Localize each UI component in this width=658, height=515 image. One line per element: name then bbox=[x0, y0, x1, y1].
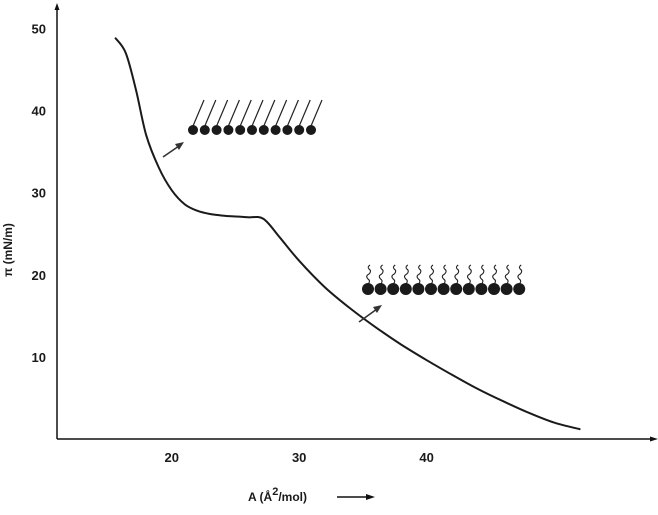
expanded-molecules-diagram bbox=[362, 264, 526, 295]
molecule-head bbox=[199, 125, 210, 135]
molecule-head bbox=[399, 283, 412, 295]
y-tick-label: 30 bbox=[32, 186, 46, 201]
x-tick-label: 20 bbox=[164, 450, 178, 465]
x-axis-label-arrow bbox=[337, 494, 375, 500]
molecule-tail bbox=[378, 264, 384, 285]
condensed-molecules-diagram bbox=[188, 99, 323, 135]
molecule-tail bbox=[517, 264, 523, 285]
molecule-tail bbox=[275, 99, 288, 127]
molecule-head bbox=[223, 125, 234, 135]
x-tick-label: 40 bbox=[419, 450, 433, 465]
y-tick-labels: 10 20 30 40 50 bbox=[32, 21, 46, 364]
isotherm-series-line bbox=[114, 37, 581, 431]
molecule-tail bbox=[216, 99, 229, 127]
x-axis-label-suffix: /mol) bbox=[278, 490, 307, 504]
y-axis-label: π (mN/m) bbox=[1, 223, 15, 277]
molecule-tail bbox=[479, 264, 485, 285]
molecule-head bbox=[488, 283, 500, 295]
molecule-tail bbox=[429, 264, 435, 285]
molecule-head bbox=[188, 125, 198, 135]
y-tick-label: 20 bbox=[32, 268, 46, 283]
molecule-tail bbox=[454, 264, 460, 285]
molecule-tail bbox=[286, 99, 299, 127]
x-tick-labels: 20 30 40 bbox=[164, 450, 433, 465]
molecule-tail bbox=[298, 99, 311, 127]
molecule-tail bbox=[310, 99, 323, 127]
molecule-head bbox=[247, 125, 257, 135]
y-tick-label: 40 bbox=[32, 104, 46, 119]
x-axis-label-prefix: A (Å bbox=[248, 489, 273, 504]
molecule-tail bbox=[251, 99, 264, 127]
molecule-head bbox=[258, 125, 269, 135]
molecule-head bbox=[500, 283, 513, 295]
molecule-head bbox=[513, 283, 526, 295]
molecule-tail bbox=[239, 99, 252, 127]
y-tick-label: 50 bbox=[32, 21, 46, 36]
x-axis-arrowhead bbox=[650, 436, 658, 442]
molecule-tail bbox=[227, 99, 240, 127]
y-tick-label: 10 bbox=[32, 350, 46, 365]
molecule-head bbox=[475, 283, 488, 295]
y-axis-arrowhead bbox=[54, 3, 60, 10]
molecule-head bbox=[211, 125, 222, 135]
molecule-head bbox=[306, 125, 316, 135]
molecule-tail bbox=[263, 99, 276, 127]
condensed-arrow bbox=[162, 142, 184, 158]
x-axis-label-superscript: 2 bbox=[272, 486, 278, 498]
molecule-head bbox=[412, 283, 425, 295]
molecule-head bbox=[437, 283, 450, 295]
x-axis-label: A (Å2/mol) bbox=[248, 486, 307, 504]
molecule-tail bbox=[403, 264, 409, 285]
molecule-tail bbox=[466, 264, 472, 285]
molecule-head bbox=[282, 125, 293, 135]
molecule-tail bbox=[391, 264, 397, 285]
molecule-tail bbox=[441, 264, 447, 285]
molecule-head bbox=[374, 283, 387, 295]
molecule-head bbox=[294, 125, 305, 135]
molecule-head bbox=[270, 125, 281, 135]
molecule-tail bbox=[204, 99, 217, 127]
molecule-tail bbox=[366, 264, 372, 285]
axes bbox=[54, 3, 658, 442]
molecule-tail bbox=[416, 264, 422, 285]
molecule-tail bbox=[192, 99, 205, 127]
molecule-tail bbox=[492, 264, 498, 285]
molecule-head bbox=[450, 283, 463, 295]
molecule-head bbox=[387, 283, 400, 295]
molecule-head bbox=[362, 283, 374, 295]
molecule-head bbox=[425, 283, 437, 295]
molecule-head bbox=[235, 125, 246, 135]
molecule-tail bbox=[504, 264, 510, 285]
molecule-head bbox=[462, 283, 475, 295]
expanded-arrow bbox=[358, 305, 382, 323]
x-tick-label: 30 bbox=[292, 450, 306, 465]
